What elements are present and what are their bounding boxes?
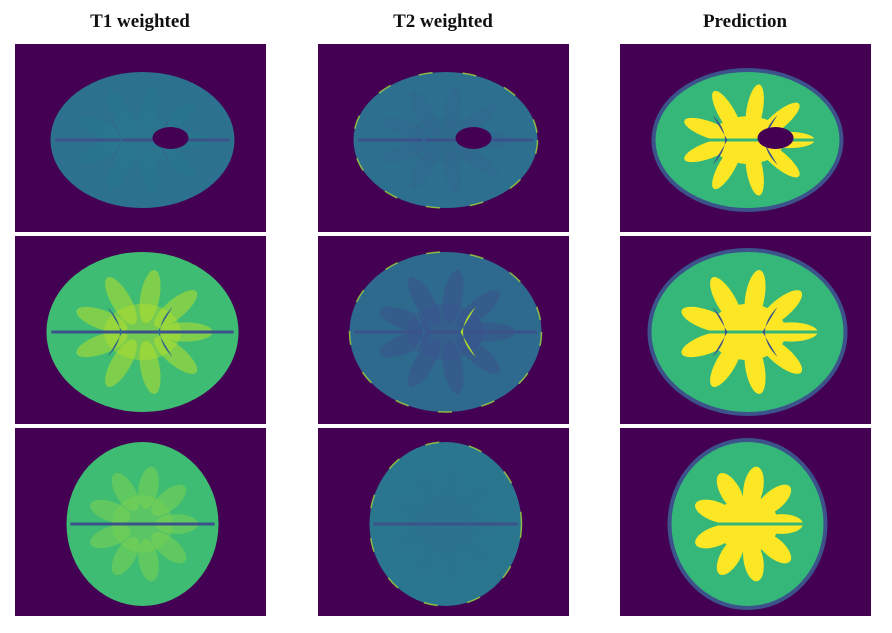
ventricle (157, 307, 173, 357)
brain-texture (76, 331, 128, 358)
mri-panel (15, 428, 266, 616)
brain-texture (408, 277, 440, 325)
ventricle (460, 307, 476, 357)
ventricle (410, 307, 426, 357)
csf-rim (348, 251, 543, 413)
mri-panel (318, 428, 569, 616)
brain-texture (79, 117, 128, 142)
brain-texture (139, 270, 161, 324)
brain-texture (111, 536, 140, 576)
brain-texture (414, 472, 443, 512)
brain-texture (382, 138, 431, 163)
brain-texture (153, 141, 195, 178)
brain-texture (105, 339, 137, 387)
brain-texture (79, 138, 128, 163)
brain-texture (138, 539, 159, 582)
brain-texture (107, 90, 137, 137)
ventricle (712, 115, 728, 165)
image-grid (15, 44, 871, 616)
cavity (455, 127, 492, 149)
brain-texture (90, 499, 131, 524)
brain-texture (414, 536, 443, 576)
brain-texture (105, 277, 137, 325)
brain-texture (441, 466, 462, 509)
brain-texture (90, 524, 131, 549)
ventricle (762, 307, 778, 357)
cavity (757, 127, 794, 149)
brain-texture (379, 306, 431, 333)
brain-texture (410, 143, 440, 190)
brain-texture (456, 141, 498, 178)
brain-texture (443, 84, 462, 136)
mri-panel (620, 428, 871, 616)
ventricle (762, 115, 778, 165)
brain-texture (107, 143, 137, 190)
brain-texture (151, 484, 187, 516)
ventricle (157, 115, 173, 165)
brain-texture (442, 270, 464, 324)
ventricle (107, 307, 123, 357)
mri-panel (318, 44, 569, 232)
brain-texture (140, 84, 159, 136)
mri-panel (15, 44, 266, 232)
brain-texture (443, 144, 462, 196)
ventricle (107, 115, 123, 165)
brain-texture (442, 340, 464, 394)
brain-texture (393, 524, 434, 549)
brain-texture (151, 532, 187, 564)
mri-panel (620, 236, 871, 424)
brain-texture (410, 90, 440, 137)
brain-texture (139, 340, 161, 394)
brain-texture (393, 499, 434, 524)
brain-texture (382, 117, 431, 142)
brain-texture (76, 306, 128, 333)
brain-texture (441, 539, 462, 582)
column-title: T1 weighted (90, 11, 190, 32)
csf-rim (368, 441, 523, 607)
column-title: Prediction (703, 11, 788, 32)
brain-texture (454, 532, 490, 564)
ventricle (410, 115, 426, 165)
brain-texture (454, 484, 490, 516)
mri-panel (318, 236, 569, 424)
brain-texture (379, 331, 431, 358)
brain-texture (408, 339, 440, 387)
brain-texture (138, 466, 159, 509)
ventricle (712, 307, 728, 357)
column-title: T2 weighted (393, 11, 493, 32)
cavity (152, 127, 189, 149)
csf-rim (352, 71, 539, 209)
brain-texture (140, 144, 159, 196)
mri-panel (15, 236, 266, 424)
brain-texture (111, 472, 140, 512)
mri-panel (620, 44, 871, 232)
ventricle (460, 115, 476, 165)
